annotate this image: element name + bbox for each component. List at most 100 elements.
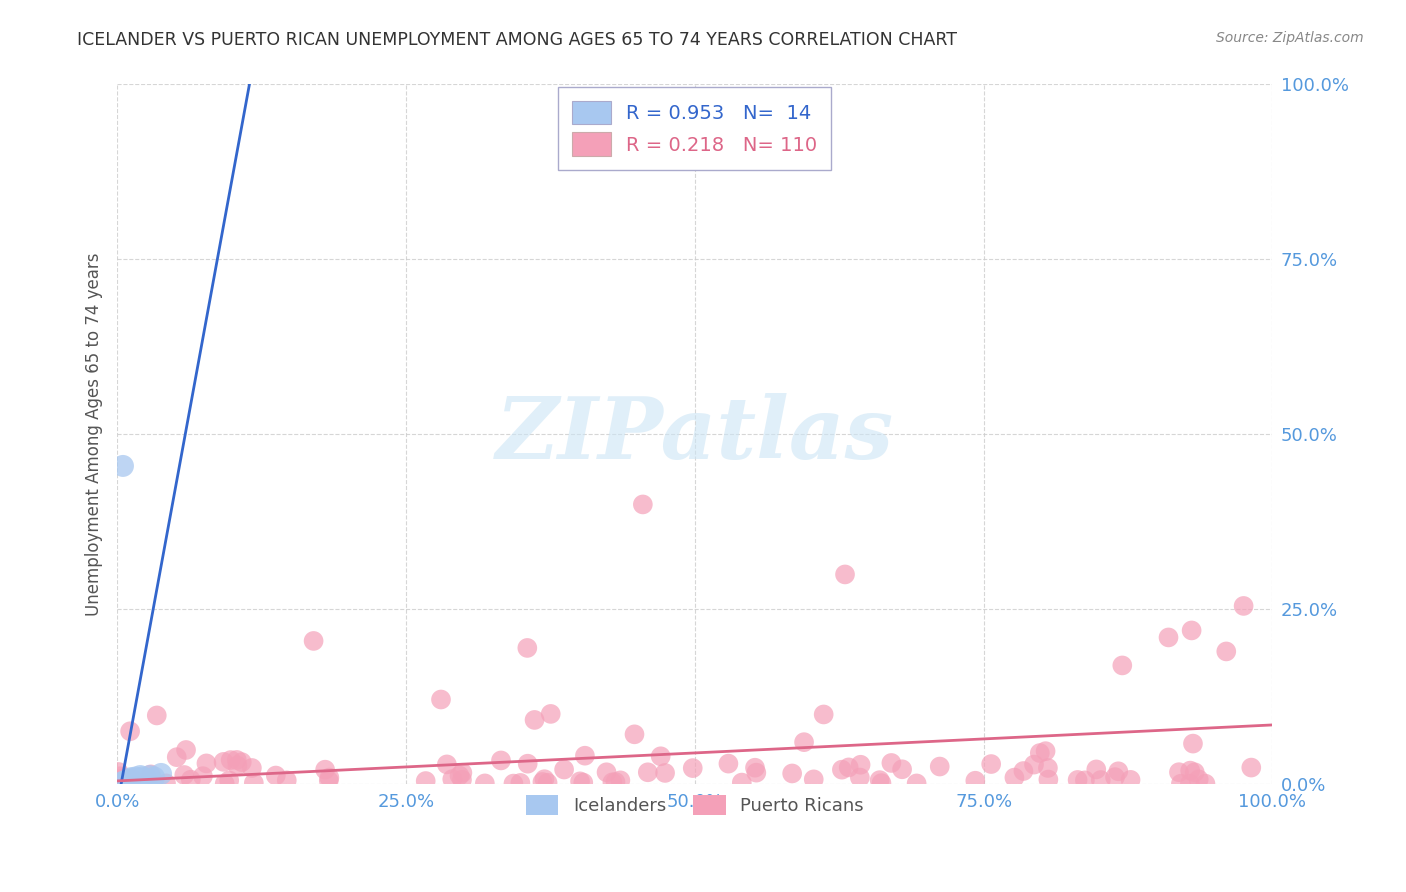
Point [180, 772, 202, 787]
Point [813, 707, 835, 722]
Point [793, 735, 815, 749]
Point [572, 775, 595, 789]
Point [489, 754, 512, 768]
Point [870, 776, 893, 790]
Point [139, 767, 162, 781]
Point [114, 773, 136, 788]
Point [225, 753, 247, 767]
Point [441, 772, 464, 786]
Point [219, 753, 242, 767]
Point [1180, 764, 1202, 778]
Point [1035, 744, 1057, 758]
Point [118, 772, 141, 787]
Point [1194, 777, 1216, 791]
Point [834, 567, 856, 582]
Point [1232, 599, 1254, 613]
Point [124, 771, 146, 785]
Point [780, 766, 803, 780]
Text: ICELANDER VS PUERTO RICAN UNEMPLOYMENT AMONG AGES 65 TO 74 YEARS CORRELATION CHA: ICELANDER VS PUERTO RICAN UNEMPLOYMENT A… [77, 31, 957, 49]
Legend: Icelanders, Puerto Ricans: Icelanders, Puerto Ricans [517, 786, 873, 824]
Point [905, 776, 928, 790]
Point [430, 692, 453, 706]
Point [1066, 772, 1088, 787]
Point [120, 771, 142, 785]
Point [965, 773, 987, 788]
Point [111, 772, 134, 786]
Point [107, 764, 129, 779]
Point [1215, 644, 1237, 658]
Point [449, 768, 471, 782]
Point [623, 727, 645, 741]
Point [318, 771, 340, 785]
Point [243, 776, 266, 790]
Point [502, 776, 524, 790]
Point [602, 775, 624, 789]
Point [135, 772, 157, 786]
Point [509, 776, 531, 790]
Point [536, 776, 558, 790]
Point [928, 759, 950, 773]
Point [436, 757, 458, 772]
Point [838, 760, 860, 774]
Y-axis label: Unemployment Among Ages 65 to 74 years: Unemployment Among Ages 65 to 74 years [86, 252, 103, 616]
Point [849, 771, 872, 785]
Point [540, 706, 562, 721]
Point [120, 724, 142, 739]
Text: ZIPatlas: ZIPatlas [496, 392, 894, 476]
Point [654, 766, 676, 780]
Point [451, 772, 474, 787]
Point [302, 634, 325, 648]
Point [155, 776, 177, 790]
Point [531, 775, 554, 789]
Point [146, 708, 169, 723]
Point [131, 771, 153, 785]
Point [264, 768, 287, 782]
Point [474, 776, 496, 790]
Point [1168, 765, 1191, 780]
Point [1111, 658, 1133, 673]
Point [138, 769, 160, 783]
Point [1240, 761, 1263, 775]
Point [1002, 771, 1025, 785]
Point [880, 756, 903, 770]
Point [218, 773, 240, 788]
Point [1085, 763, 1108, 777]
Point [195, 756, 218, 771]
Point [1178, 777, 1201, 791]
Point [516, 640, 538, 655]
Point [1188, 772, 1211, 787]
Point [523, 713, 546, 727]
Point [212, 755, 235, 769]
Point [533, 772, 555, 787]
Point [191, 769, 214, 783]
Point [276, 773, 298, 788]
Point [1036, 761, 1059, 775]
Point [803, 772, 825, 787]
Point [1038, 772, 1060, 787]
Point [650, 749, 672, 764]
Point [849, 757, 872, 772]
Point [745, 765, 768, 780]
Point [1090, 772, 1112, 787]
Point [214, 777, 236, 791]
Point [173, 768, 195, 782]
Point [605, 775, 627, 789]
Point [1074, 773, 1097, 788]
Point [111, 775, 134, 789]
Point [831, 763, 853, 777]
Point [980, 757, 1002, 772]
Point [1184, 765, 1206, 780]
Point [553, 763, 575, 777]
Text: Source: ZipAtlas.com: Source: ZipAtlas.com [1216, 31, 1364, 45]
Point [1170, 777, 1192, 791]
Point [174, 743, 197, 757]
Point [717, 756, 740, 771]
Point [1012, 764, 1035, 778]
Point [744, 761, 766, 775]
Point [318, 773, 340, 788]
Point [150, 767, 173, 781]
Point [569, 774, 592, 789]
Point [415, 774, 437, 789]
Point [121, 772, 143, 786]
Point [1022, 757, 1045, 772]
